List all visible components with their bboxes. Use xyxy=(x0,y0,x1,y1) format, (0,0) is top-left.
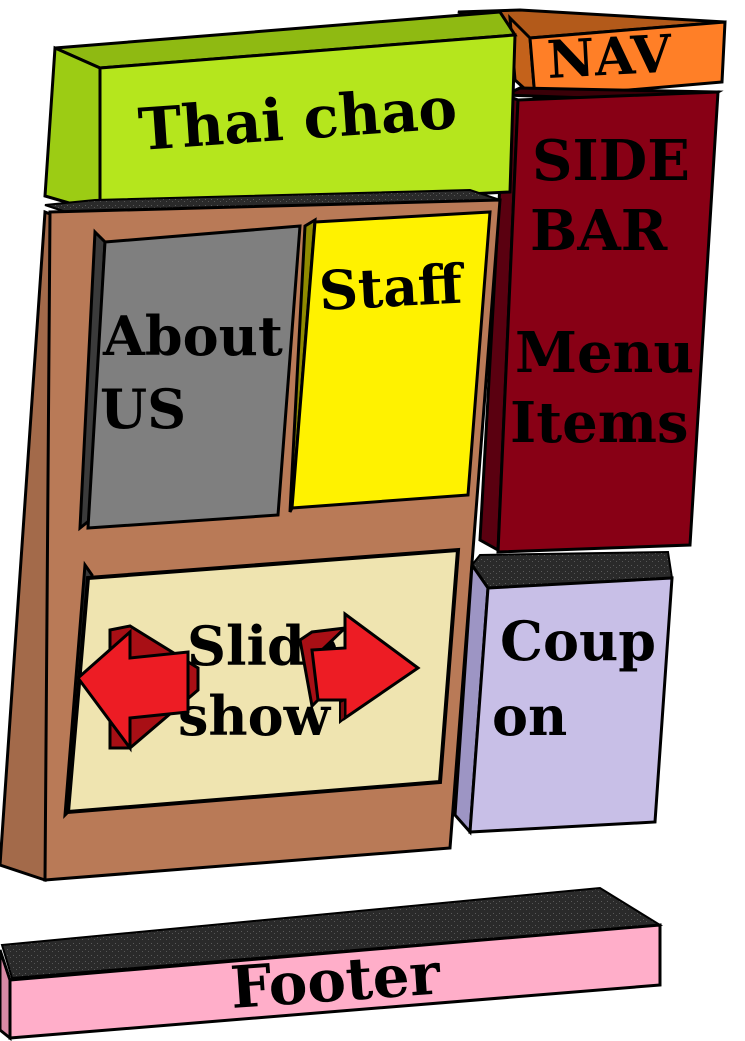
about-us-block: About US xyxy=(78,224,302,532)
header-face xyxy=(98,33,517,214)
coupon-line-2: on xyxy=(492,684,567,748)
header-block: Thai chao xyxy=(43,10,518,214)
about-line-2: US xyxy=(100,377,186,441)
arrow-right-icon xyxy=(298,611,421,725)
about-line-1: About xyxy=(102,304,283,368)
coupon-face xyxy=(468,576,674,834)
sidebar-line-1: SIDE xyxy=(532,128,690,194)
staff-face xyxy=(290,210,492,510)
nav-face xyxy=(528,20,727,100)
staff-block: Staff xyxy=(288,210,492,513)
slideshow-line-2: show xyxy=(178,684,332,748)
sidebar-line-4: Items xyxy=(510,390,688,456)
nav-block: NAV xyxy=(457,8,727,102)
sidebar-line-3: Menu xyxy=(515,320,694,386)
footer-block: Footer xyxy=(0,886,664,1041)
about-face xyxy=(86,224,302,530)
coupon-line-1: Coup xyxy=(500,609,656,673)
nav-label: NAV xyxy=(545,23,674,91)
slideshow-block: Slide show xyxy=(63,547,461,819)
staff-label: Staff xyxy=(317,251,467,323)
sidebar-line-2: BAR xyxy=(530,198,668,264)
sidebar-block: SIDE BAR Menu Items xyxy=(478,86,724,554)
coupon-block: Coup on xyxy=(453,550,674,836)
footer-label: Footer xyxy=(228,939,443,1022)
slideshow-face xyxy=(65,547,461,815)
arrow-left-icon xyxy=(75,624,200,753)
sidebar-face xyxy=(496,90,720,554)
